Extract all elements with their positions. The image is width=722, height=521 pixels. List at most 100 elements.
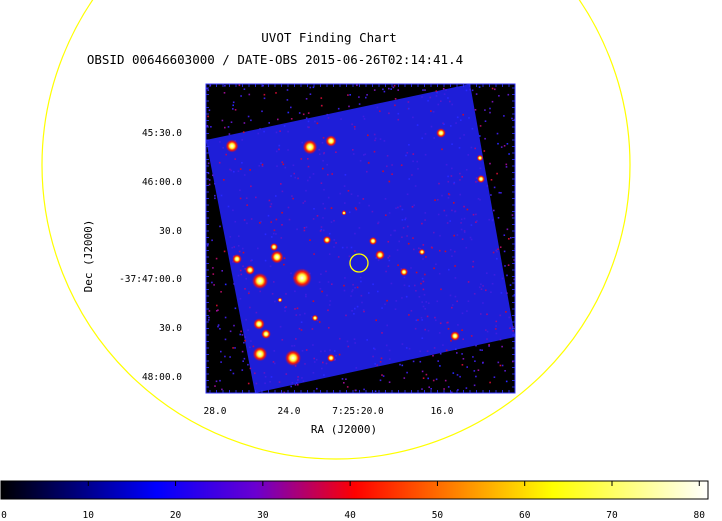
noise-pixel	[213, 284, 215, 286]
noise-pixel	[270, 376, 273, 378]
noise-pixel	[387, 265, 390, 267]
noise-pixel	[493, 376, 496, 378]
noise-pixel	[397, 264, 399, 266]
noise-pixel	[322, 361, 324, 364]
noise-pixel	[273, 281, 275, 283]
noise-pixel	[385, 270, 387, 273]
noise-pixel	[223, 92, 226, 94]
noise-pixel	[399, 363, 401, 366]
noise-pixel	[251, 259, 253, 261]
noise-pixel	[453, 202, 455, 204]
noise-pixel	[237, 170, 240, 172]
colorbar-tick-label: 60	[519, 510, 531, 521]
noise-pixel	[314, 120, 316, 123]
noise-pixel	[230, 169, 233, 172]
noise-pixel	[386, 165, 388, 168]
noise-pixel	[299, 314, 301, 316]
noise-pixel	[504, 370, 506, 372]
background-noise	[206, 84, 515, 393]
noise-pixel	[218, 161, 221, 164]
noise-pixel	[467, 300, 470, 302]
noise-pixel	[421, 388, 423, 390]
noise-pixel	[269, 205, 272, 208]
noise-pixel	[351, 123, 353, 126]
noise-pixel	[486, 338, 488, 340]
noise-pixel	[408, 347, 411, 350]
noise-pixel	[451, 143, 453, 145]
noise-pixel	[424, 153, 427, 156]
noise-pixel	[275, 218, 278, 221]
noise-pixel	[279, 325, 282, 328]
noise-pixel	[224, 316, 227, 319]
noise-pixel	[210, 126, 212, 128]
noise-pixel	[505, 311, 507, 313]
noise-pixel	[273, 229, 276, 232]
colorbar-labels: 0 10 20 30 40 50 60 70 80	[1, 510, 705, 521]
noise-pixel	[496, 172, 498, 175]
noise-pixel	[422, 288, 425, 291]
noise-pixel	[484, 109, 486, 111]
noise-pixel	[472, 356, 474, 358]
noise-pixel	[354, 287, 356, 289]
noise-pixel	[305, 295, 307, 298]
noise-pixel	[424, 219, 426, 221]
noise-pixel	[500, 192, 502, 194]
noise-pixel	[238, 235, 240, 237]
noise-pixel	[296, 307, 299, 310]
noise-pixel	[233, 246, 235, 248]
noise-pixel	[264, 233, 267, 236]
noise-pixel	[480, 288, 483, 290]
noise-pixel	[348, 105, 350, 108]
noise-pixel	[322, 217, 324, 219]
noise-pixel	[499, 364, 502, 367]
noise-pixel	[320, 228, 323, 231]
noise-pixel	[212, 174, 214, 177]
noise-pixel	[387, 257, 390, 259]
noise-pixel	[434, 316, 436, 319]
noise-pixel	[465, 169, 468, 171]
noise-pixel	[426, 350, 429, 352]
noise-pixel	[500, 146, 503, 148]
noise-pixel	[406, 152, 409, 154]
noise-pixel	[503, 115, 505, 117]
noise-pixel	[300, 321, 303, 323]
noise-pixel	[397, 118, 400, 121]
noise-pixel	[461, 364, 464, 366]
noise-pixel	[354, 128, 356, 130]
noise-pixel	[358, 202, 361, 204]
noise-pixel	[467, 281, 470, 283]
noise-pixel	[466, 310, 468, 312]
noise-pixel	[283, 125, 286, 127]
noise-pixel	[247, 363, 249, 366]
noise-pixel	[348, 211, 351, 214]
noise-pixel	[237, 245, 240, 247]
noise-pixel	[383, 90, 386, 93]
noise-pixel	[366, 339, 368, 341]
noise-pixel	[383, 140, 386, 142]
noise-pixel	[408, 107, 410, 110]
noise-pixel	[382, 88, 384, 91]
noise-pixel	[488, 344, 490, 346]
noise-pixel	[239, 333, 241, 336]
noise-pixel	[450, 125, 452, 127]
noise-pixel	[316, 122, 319, 125]
noise-pixel	[313, 253, 315, 255]
noise-pixel	[424, 212, 427, 214]
noise-pixel	[241, 162, 243, 164]
noise-pixel	[438, 272, 441, 275]
noise-pixel	[335, 355, 337, 357]
noise-pixel	[215, 257, 218, 260]
noise-pixel	[216, 304, 218, 307]
noise-pixel	[382, 170, 384, 173]
image-frame	[205, 83, 516, 394]
noise-pixel	[259, 290, 261, 293]
noise-pixel	[249, 306, 251, 309]
noise-pixel	[479, 135, 481, 137]
noise-pixel	[229, 236, 232, 238]
noise-pixel	[358, 96, 360, 98]
noise-pixel	[250, 340, 252, 342]
noise-pixel	[366, 94, 368, 96]
noise-pixel	[241, 369, 244, 371]
noise-pixel	[386, 155, 389, 157]
noise-pixel	[262, 84, 264, 87]
